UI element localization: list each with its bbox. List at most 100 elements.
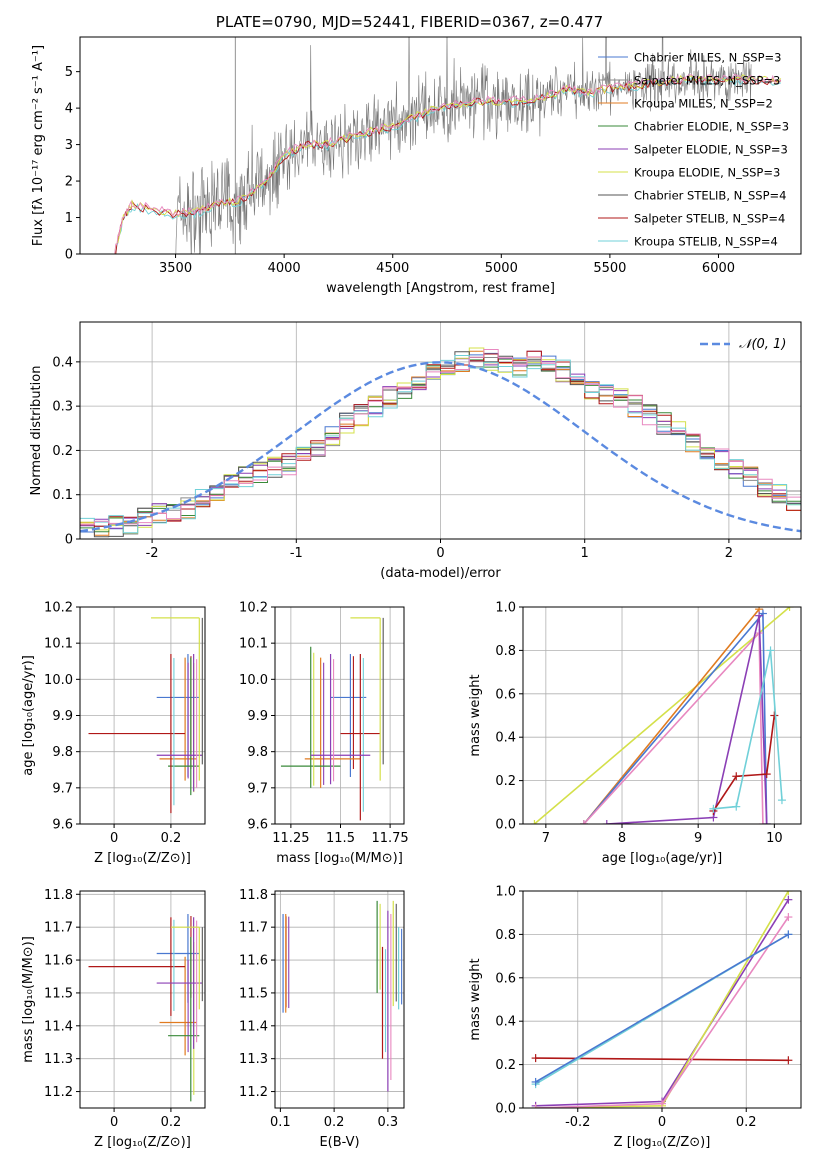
y-tick-label: 11.5 (44, 986, 73, 1001)
axes-frame (274, 606, 405, 825)
legend-entry: Salpeter ELODIE, N_SSP=3 (634, 143, 788, 157)
x-axis-label: wavelength [Angstrom, rest frame] (326, 281, 555, 296)
x-axis-label: Z [log₁₀(Z/Z⊙)] (94, 1135, 191, 1150)
y-tick-label: 4 (65, 102, 73, 117)
y-tick-label: 11.7 (239, 921, 268, 936)
y-tick-label: 10.1 (239, 637, 268, 652)
y-tick-label: 0 (65, 248, 73, 263)
x-tick-label: -1 (290, 546, 303, 561)
x-tick-label: 0 (110, 831, 118, 846)
y-tick-label: 0.0 (495, 1102, 516, 1117)
x-tick-label: 7 (542, 831, 550, 846)
x-tick-label: 0 (658, 1115, 666, 1130)
y-tick-label: 10.2 (44, 601, 73, 616)
y-tick-label: 0.3 (52, 400, 73, 415)
x-tick-label: 10 (766, 831, 783, 846)
x-tick-label: 4500 (376, 261, 409, 276)
gaussian-curve (80, 361, 801, 533)
series-line (583, 630, 764, 824)
legend-entry: Chabrier MILES, N_SSP=3 (634, 51, 781, 65)
residual-histogram (80, 357, 801, 535)
x-axis-label: E(B-V) (319, 1135, 359, 1150)
x-tick-label: 9 (694, 831, 702, 846)
x-tick-label: 0.2 (324, 1115, 345, 1130)
x-tick-label: 5500 (593, 261, 626, 276)
axes-frame (79, 321, 802, 540)
x-axis-label: Z [log₁₀(Z/Z⊙)] (614, 1135, 711, 1150)
x-axis-label: mass [log₁₀(M/M⊙)] (276, 851, 403, 866)
x-axis-label: (data-model)/error (380, 566, 501, 581)
x-tick-label: -2 (146, 546, 159, 561)
observed-spectrum (175, 37, 752, 254)
y-tick-label: 9.6 (52, 818, 73, 833)
y-tick-label: 0.6 (495, 971, 516, 986)
residual-plot (80, 347, 801, 538)
y-tick-label: 9.9 (52, 709, 73, 724)
x-tick-label: 8 (618, 831, 626, 846)
axes-frame (522, 890, 802, 1109)
y-tick-label: 11.2 (239, 1085, 268, 1100)
x-tick-label: 0.1 (270, 1115, 291, 1130)
y-tick-label: 0.6 (495, 687, 516, 702)
y-axis-label: mass weight (468, 674, 483, 756)
legend-entry: Kroupa STELIB, N_SSP=4 (634, 235, 778, 249)
series-line (533, 607, 791, 824)
y-tick-label: 11.5 (239, 986, 268, 1001)
axes-frame (79, 890, 206, 1109)
x-tick-label: 5000 (485, 261, 518, 276)
y-tick-label: 9.6 (247, 818, 268, 833)
errorbar-plot (282, 900, 403, 1092)
massweight-plot (531, 891, 793, 1108)
y-tick-label: 11.3 (239, 1052, 268, 1067)
residual-histogram (80, 350, 801, 529)
y-axis-label: Normed distribution (29, 366, 44, 496)
y-axis-label: mass [log₁₀(M/M⊙)] (21, 936, 36, 1063)
x-tick-label: 0 (436, 546, 444, 561)
y-tick-label: 9.8 (52, 745, 73, 760)
y-tick-label: 0.4 (495, 1015, 516, 1030)
x-tick-label: 0.2 (161, 831, 182, 846)
legend-entry: Salpeter STELIB, N_SSP=4 (634, 212, 785, 226)
x-axis-label: Z [log₁₀(Z/Z⊙)] (94, 851, 191, 866)
series-line (583, 608, 760, 824)
y-tick-label: 9.8 (247, 745, 268, 760)
y-tick-label: 9.9 (247, 709, 268, 724)
y-tick-label: 11.7 (44, 921, 73, 936)
legend-entry: Kroupa ELODIE, N_SSP=3 (634, 166, 780, 180)
figure-title: PLATE=0790, MJD=52441, FIBERID=0367, z=0… (215, 13, 604, 31)
y-tick-label: 11.3 (44, 1052, 73, 1067)
x-tick-label: 11.5 (326, 831, 355, 846)
legend-entry: 𝒩(0, 1) (739, 337, 786, 352)
y-tick-label: 0.2 (52, 444, 73, 459)
errorbar-plot (88, 617, 203, 814)
y-tick-label: 0.4 (52, 355, 73, 370)
x-tick-label: 1 (581, 546, 589, 561)
residual-histogram (80, 355, 801, 534)
y-tick-label: 11.4 (239, 1019, 268, 1034)
axes-frame (79, 36, 802, 255)
y-tick-label: 0.2 (495, 774, 516, 789)
spectrum-plot (114, 37, 782, 254)
y-axis-label: mass weight (468, 958, 483, 1040)
y-tick-label: 11.6 (239, 954, 268, 969)
series-line (535, 933, 789, 1083)
x-tick-label: 0.2 (161, 1115, 182, 1130)
y-tick-label: 1 (65, 211, 73, 226)
y-tick-label: 10.0 (239, 673, 268, 688)
massweight-plot (530, 607, 794, 824)
y-tick-label: 9.7 (52, 781, 73, 796)
y-tick-label: 0.2 (495, 1058, 516, 1073)
y-tick-label: 11.8 (44, 888, 73, 903)
legend-entry: Chabrier STELIB, N_SSP=4 (634, 189, 786, 203)
residual-histogram (80, 349, 801, 526)
y-tick-label: 0 (65, 533, 73, 548)
y-tick-label: 0.1 (52, 488, 73, 503)
x-tick-label: 11.25 (272, 831, 309, 846)
y-tick-label: 11.2 (44, 1085, 73, 1100)
errorbar-plot (280, 617, 384, 821)
axes-frame (274, 890, 405, 1109)
y-tick-label: 1.0 (495, 601, 516, 616)
residual-histogram (80, 350, 801, 527)
axes-frame (522, 606, 802, 825)
series-line (606, 615, 768, 824)
